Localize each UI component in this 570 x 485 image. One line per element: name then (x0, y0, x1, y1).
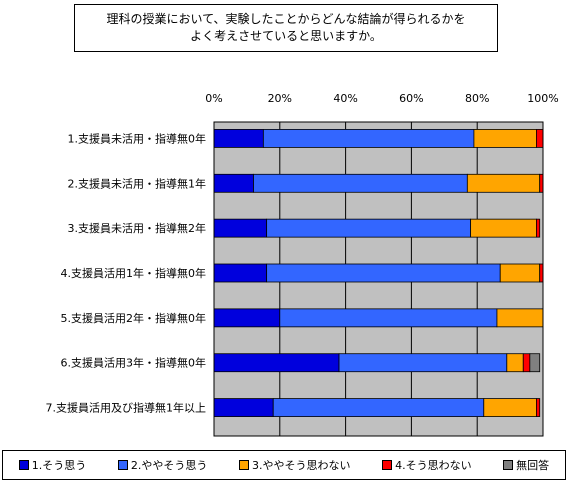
bar-segment (338, 353, 508, 373)
bar-segment (529, 353, 541, 373)
legend-label: 2.ややそう思う (130, 459, 208, 472)
legend-swatch (382, 460, 393, 470)
category-label: 7.支援員活用及び指導無1年以上 (46, 401, 207, 415)
bar-segment (213, 173, 254, 193)
bar-segment (266, 263, 501, 283)
bar-segment (473, 129, 537, 148)
bar-segment (213, 353, 340, 373)
legend-label: 無回答 (516, 459, 550, 472)
bar-segment (536, 129, 544, 148)
legend-swatch (503, 460, 514, 470)
bar-segment (213, 218, 268, 238)
category-label: 1.支援員未活用・指導無0年 (68, 131, 207, 145)
stacked-bar-chart: 0% 20% 40% 60% 80% 100% 1.支援員未活用・指導無0年 2.支援員未活用… (46, 92, 559, 437)
chart-title: 理科の授業において、実験したことからどんな結論が得られるかを よく考えさせている… (74, 4, 498, 52)
legend-swatch (117, 460, 128, 470)
legend-item: 1.そう思う (18, 457, 87, 473)
bar-segment (506, 353, 524, 373)
category-label: 6.支援員活用3年・指導無0年 (61, 356, 207, 370)
bar-segment (536, 398, 541, 417)
x-tick-label: 100% (527, 92, 558, 105)
plot-border (213, 121, 544, 437)
legend-item: 無回答 (503, 457, 549, 473)
legend-swatch (18, 460, 29, 470)
x-tick-label: 40% (333, 92, 357, 105)
x-tick-label: 20% (268, 92, 292, 105)
legend-item: 3.ややそう思わない (238, 457, 351, 473)
legend-swatch (238, 460, 249, 470)
category-label: 5.支援員活用2年・指導無0年 (61, 311, 207, 325)
legend-label: 3.ややそう思わない (251, 459, 351, 472)
x-tick-label: 60% (399, 92, 423, 105)
legend-label: 4.そう思わない (395, 459, 472, 472)
bar-segment (279, 308, 498, 328)
category-label: 4.支援員活用1年・指導無0年 (61, 266, 207, 280)
chart-legend: 1.そう思う 2.ややそう思う 3.ややそう思わない 4.そう思わない 無回答 (2, 450, 566, 480)
category-label: 3.支援員未活用・指導無2年 (68, 221, 207, 235)
bar-segment (213, 398, 274, 417)
bar-segment (466, 173, 541, 193)
bar-segment (499, 263, 541, 283)
chart-title-line-1: 理科の授業において、実験したことからどんな結論が得られるかを (106, 12, 466, 26)
bar-segment (496, 308, 544, 328)
bar-segment (262, 129, 475, 148)
x-tick-label: 0% (205, 92, 222, 105)
bar-segment (536, 218, 541, 238)
bar-segment (213, 129, 264, 148)
chart-title-line-2: よく考えさせていると思いますか。 (190, 29, 382, 43)
bar-segment (253, 173, 468, 193)
bar-segment (213, 308, 281, 328)
legend-item: 2.ややそう思う (117, 457, 208, 473)
bar-segment (266, 218, 472, 238)
bar-segment (213, 263, 268, 283)
legend-label: 1.そう思う (31, 459, 87, 472)
bar-segment (272, 398, 485, 417)
x-tick-label: 80% (465, 92, 489, 105)
category-label: 2.支援員未活用・指導無1年 (68, 176, 207, 190)
bar-segment (483, 398, 537, 417)
legend-item: 4.そう思わない (382, 457, 472, 473)
bar-segment (522, 353, 531, 373)
bar-segment (470, 218, 537, 238)
